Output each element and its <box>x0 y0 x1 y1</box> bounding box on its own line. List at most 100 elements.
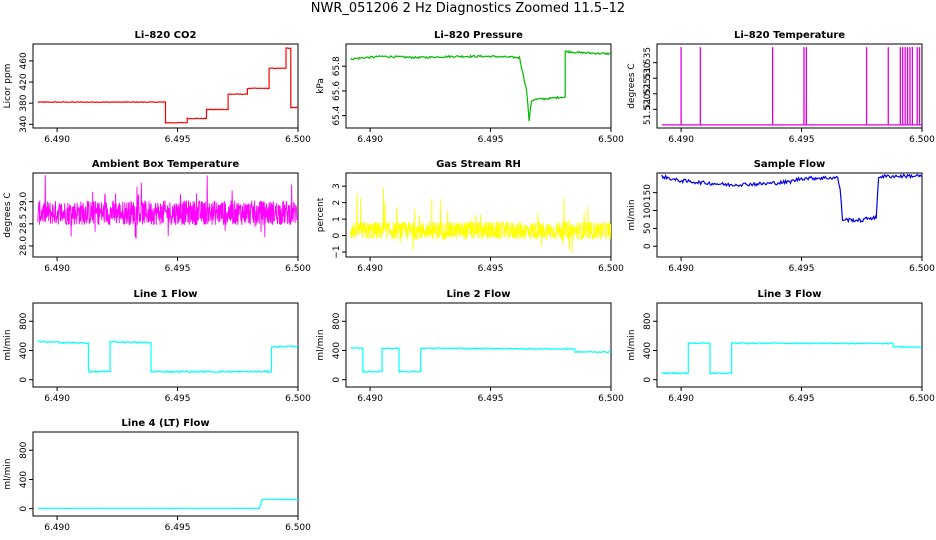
data-area <box>350 187 611 254</box>
x-tick-label: 6.500 <box>598 394 624 404</box>
x-tick-label: 6.500 <box>285 264 311 274</box>
panel-title: Line 1 Flow <box>134 289 198 300</box>
plot-frame <box>32 172 299 258</box>
x-tick-label: 6.490 <box>357 135 383 145</box>
y-tick-label: 800 <box>332 312 342 329</box>
y-tick-label: 0 <box>19 506 29 512</box>
y-tick-label: 50 <box>643 222 653 234</box>
y-tick-label: 65.4 <box>332 105 342 125</box>
x-tick-label: 6.495 <box>165 264 191 274</box>
data-area <box>37 498 298 510</box>
y-tick-label: 400 <box>332 342 342 359</box>
panel-title: Line 4 (LT) Flow <box>121 418 209 429</box>
series-line <box>37 175 298 239</box>
plot-frame <box>656 302 923 388</box>
x-tick-label: 6.495 <box>478 135 504 145</box>
y-tick-label: 0 <box>643 243 653 249</box>
x-tick-label: 6.500 <box>285 394 311 404</box>
x-tick-label: 6.495 <box>478 394 504 404</box>
panel-title: Line 2 Flow <box>447 289 511 300</box>
panel-4: Ambient Box Temperature 6.490 6.495 6.500 28… <box>3 159 311 274</box>
y-axis-label: degrees C <box>627 63 637 108</box>
x-tick-label: 6.495 <box>165 394 191 404</box>
page-title: NWR_051206 2 Hz Diagnostics Zoomed 11.5–… <box>310 1 626 16</box>
y-tick-label: 0 <box>332 232 342 238</box>
y-tick-label: 51.520 <box>643 93 653 125</box>
panel-9: Line 3 Flow 6.490 6.495 6.500 0 400 800 ml/min <box>627 289 935 404</box>
x-tick-label: 6.500 <box>598 264 624 274</box>
y-tick-label: 340 <box>19 115 29 132</box>
x-tick-label: 6.490 <box>357 394 383 404</box>
x-tick-label: 6.495 <box>789 264 815 274</box>
panel-7: Line 1 Flow 6.490 6.495 6.500 0 400 800 ml/min <box>3 289 311 404</box>
y-tick-label: 65.6 <box>332 81 342 101</box>
panel-title: Sample Flow <box>754 159 826 170</box>
y-tick-label: 51.530 <box>643 62 653 94</box>
series-line <box>350 49 611 122</box>
x-tick-label: 6.495 <box>789 135 815 145</box>
data-area <box>661 47 922 126</box>
y-tick-label: 400 <box>643 342 653 359</box>
x-tick-label: 6.490 <box>44 135 70 145</box>
data-area <box>661 173 922 224</box>
y-axis-label: ml/min <box>3 458 13 489</box>
panel-2: Li–820 Pressure 6.490 6.495 6.500 65.4 65.6 65… <box>316 30 624 145</box>
y-tick-label: 400 <box>19 342 29 359</box>
panel-title: Li–820 Pressure <box>434 30 523 41</box>
x-tick-label: 6.500 <box>598 135 624 145</box>
plot-frame <box>345 172 612 258</box>
plot-frame <box>656 172 923 258</box>
x-tick-label: 6.490 <box>668 394 694 404</box>
x-tick-label: 6.490 <box>668 135 694 145</box>
y-axis-label: ml/min <box>627 199 637 230</box>
y-tick-label: 800 <box>643 312 653 329</box>
y-tick-label: 2 <box>332 200 342 206</box>
y-axis-label: Licor ppm <box>3 64 13 109</box>
panel-8: Line 2 Flow 6.490 6.495 6.500 0 400 800 ml/min <box>316 289 624 404</box>
plot-frame <box>656 43 923 129</box>
data-area <box>350 49 611 122</box>
panel-title: Li–820 Temperature <box>734 30 845 41</box>
y-tick-label: 28.5 <box>19 214 29 234</box>
panel-title: Li–820 CO2 <box>135 30 197 41</box>
y-tick-label: 28.0 <box>19 236 29 256</box>
data-area <box>661 341 922 375</box>
y-tick-label: 0 <box>643 377 653 383</box>
x-tick-label: 6.495 <box>478 264 504 274</box>
data-area <box>350 347 611 374</box>
panel-10: Line 4 (LT) Flow 6.490 6.495 6.500 0 400 800 ml… <box>3 418 311 533</box>
series-line <box>37 498 298 510</box>
y-axis-label: degrees C <box>3 192 13 237</box>
x-tick-label: 6.500 <box>909 394 935 404</box>
x-tick-label: 6.495 <box>165 523 191 533</box>
y-tick-label: 380 <box>19 94 29 111</box>
y-tick-label: 0 <box>332 377 342 383</box>
y-tick-label: 29.0 <box>19 191 29 211</box>
panel-title: Line 3 Flow <box>758 289 822 300</box>
y-axis-label: kPa <box>316 78 326 94</box>
x-tick-label: 6.500 <box>909 135 935 145</box>
panel-5: Gas Stream RH 6.490 6.495 6.500 −1 0 1 2 3 percen… <box>316 159 624 274</box>
series-line <box>350 187 611 254</box>
plot-frame <box>345 302 612 388</box>
y-tick-label: 800 <box>19 441 29 458</box>
series-line <box>661 341 922 375</box>
plot-frame <box>32 431 299 517</box>
y-tick-label: 800 <box>19 312 29 329</box>
series-line <box>350 347 611 374</box>
y-tick-label: 150 <box>643 184 653 201</box>
y-tick-label: 460 <box>19 52 29 69</box>
panel-title: Gas Stream RH <box>436 159 521 170</box>
x-tick-label: 6.490 <box>44 394 70 404</box>
y-tick-label: 51.525 <box>643 78 653 110</box>
panel-1: Li–820 CO2 6.490 6.495 6.500 340 380 420 460 Lic… <box>3 30 311 145</box>
y-tick-label: 420 <box>19 73 29 90</box>
y-tick-label: 3 <box>332 183 342 189</box>
x-tick-label: 6.495 <box>165 135 191 145</box>
y-tick-label: −1 <box>332 245 342 258</box>
data-area <box>37 175 298 239</box>
y-tick-label: 51.535 <box>643 47 653 79</box>
